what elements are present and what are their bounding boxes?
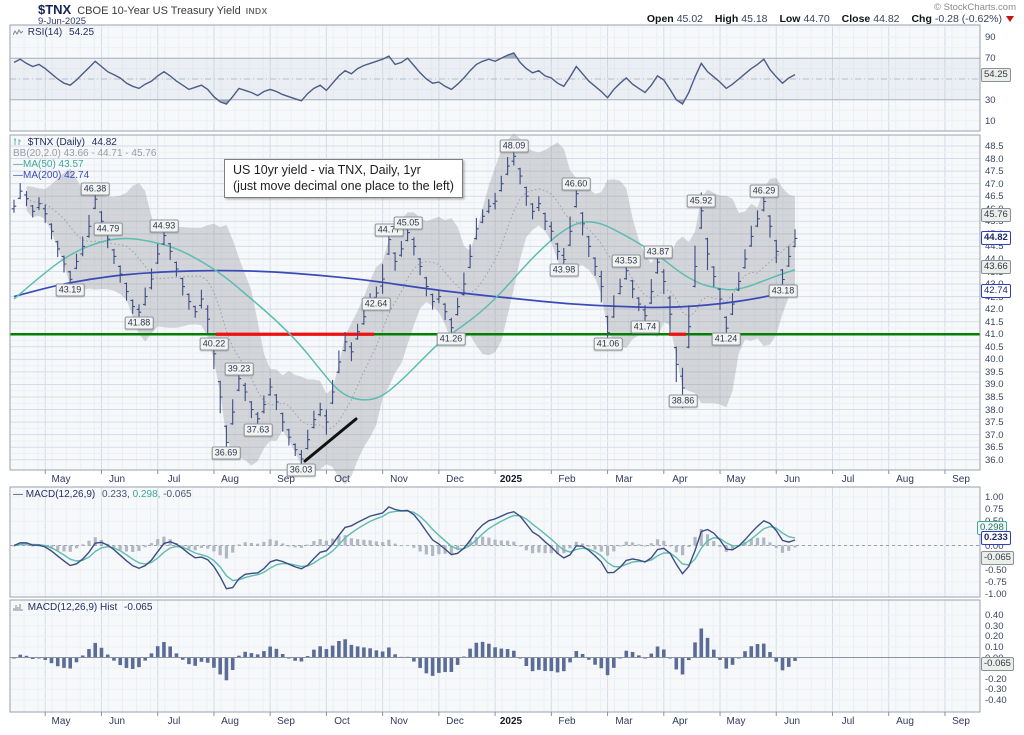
hist-legend: MACD(12,26,9) Hist -0.065 [13,602,152,614]
close-value: 44.82 [873,13,900,25]
rsi-indicator-icon [12,28,24,39]
price-legend-value: 44.82 [91,137,117,148]
exchange-tag: INDX [245,6,268,16]
rsi-legend: RSI(14) 54.25 [12,27,95,39]
hist-legend-name: MACD(12,26,9) Hist [27,602,118,613]
ma50-line-icon: — [13,159,23,170]
ma50-legend: —MA(50) 43.57 [13,159,84,170]
annotation-line2: (just move decimal one place to the left… [233,179,454,193]
macd-hist-indicator-icon [13,603,23,614]
high-value: 45.18 [741,13,768,25]
ma200-legend: —MA(200) 42.74 [13,170,90,181]
low-label: Low [779,13,801,25]
close-label: Close [841,13,871,25]
quote-strip: Open 45.02 High 45.18 Low 44.70 Close 44.82 … [638,13,1014,25]
ma200-line-icon: — [13,170,23,181]
chg-label: Chg [911,13,932,25]
bb-legend: BB(20,2.0) 43.66 - 44.71 - 45.76 [13,148,157,159]
macd-signal-value: 0.298, [132,489,161,500]
annotation-line1: US 10yr yield - via TNX, Daily, 1yr [233,163,421,177]
header: $TNX CBOE 10-Year US Treasury Yield INDX [38,2,268,17]
symbol: $TNX [38,2,72,17]
rsi-legend-value: 54.25 [69,27,95,38]
hist-legend-value: -0.065 [124,602,153,613]
symbol-name: CBOE 10-Year US Treasury Yield [77,5,241,17]
price-legend-symbol: $TNX (Daily) [27,137,86,148]
macd-legend-name: MACD(12,26,9) [25,489,96,500]
price-chart-icon [13,137,23,149]
chg-value: -0.28 (-0.62%) [934,13,1002,25]
macd-line-icon: — [13,489,23,500]
chart-date: 9-Jun-2025 [38,16,87,27]
rsi-legend-name: RSI(14) [27,27,63,38]
macd-value: 0.233, [102,489,130,500]
price-legend: $TNX (Daily) 44.82 [13,137,117,149]
low-value: 44.70 [803,13,830,25]
copyright: © StockCharts.com [934,2,1016,13]
open-value: 45.02 [676,13,703,25]
macd-legend: — MACD(12,26,9) 0.233, 0.298, -0.065 [13,489,192,500]
open-label: Open [646,13,674,25]
macd-hist-value: -0.065 [163,489,192,500]
change-down-icon[interactable] [1006,16,1014,22]
user-annotation-box: US 10yr yield - via TNX, Daily, 1yr (jus… [224,159,463,198]
high-label: High [714,13,739,25]
